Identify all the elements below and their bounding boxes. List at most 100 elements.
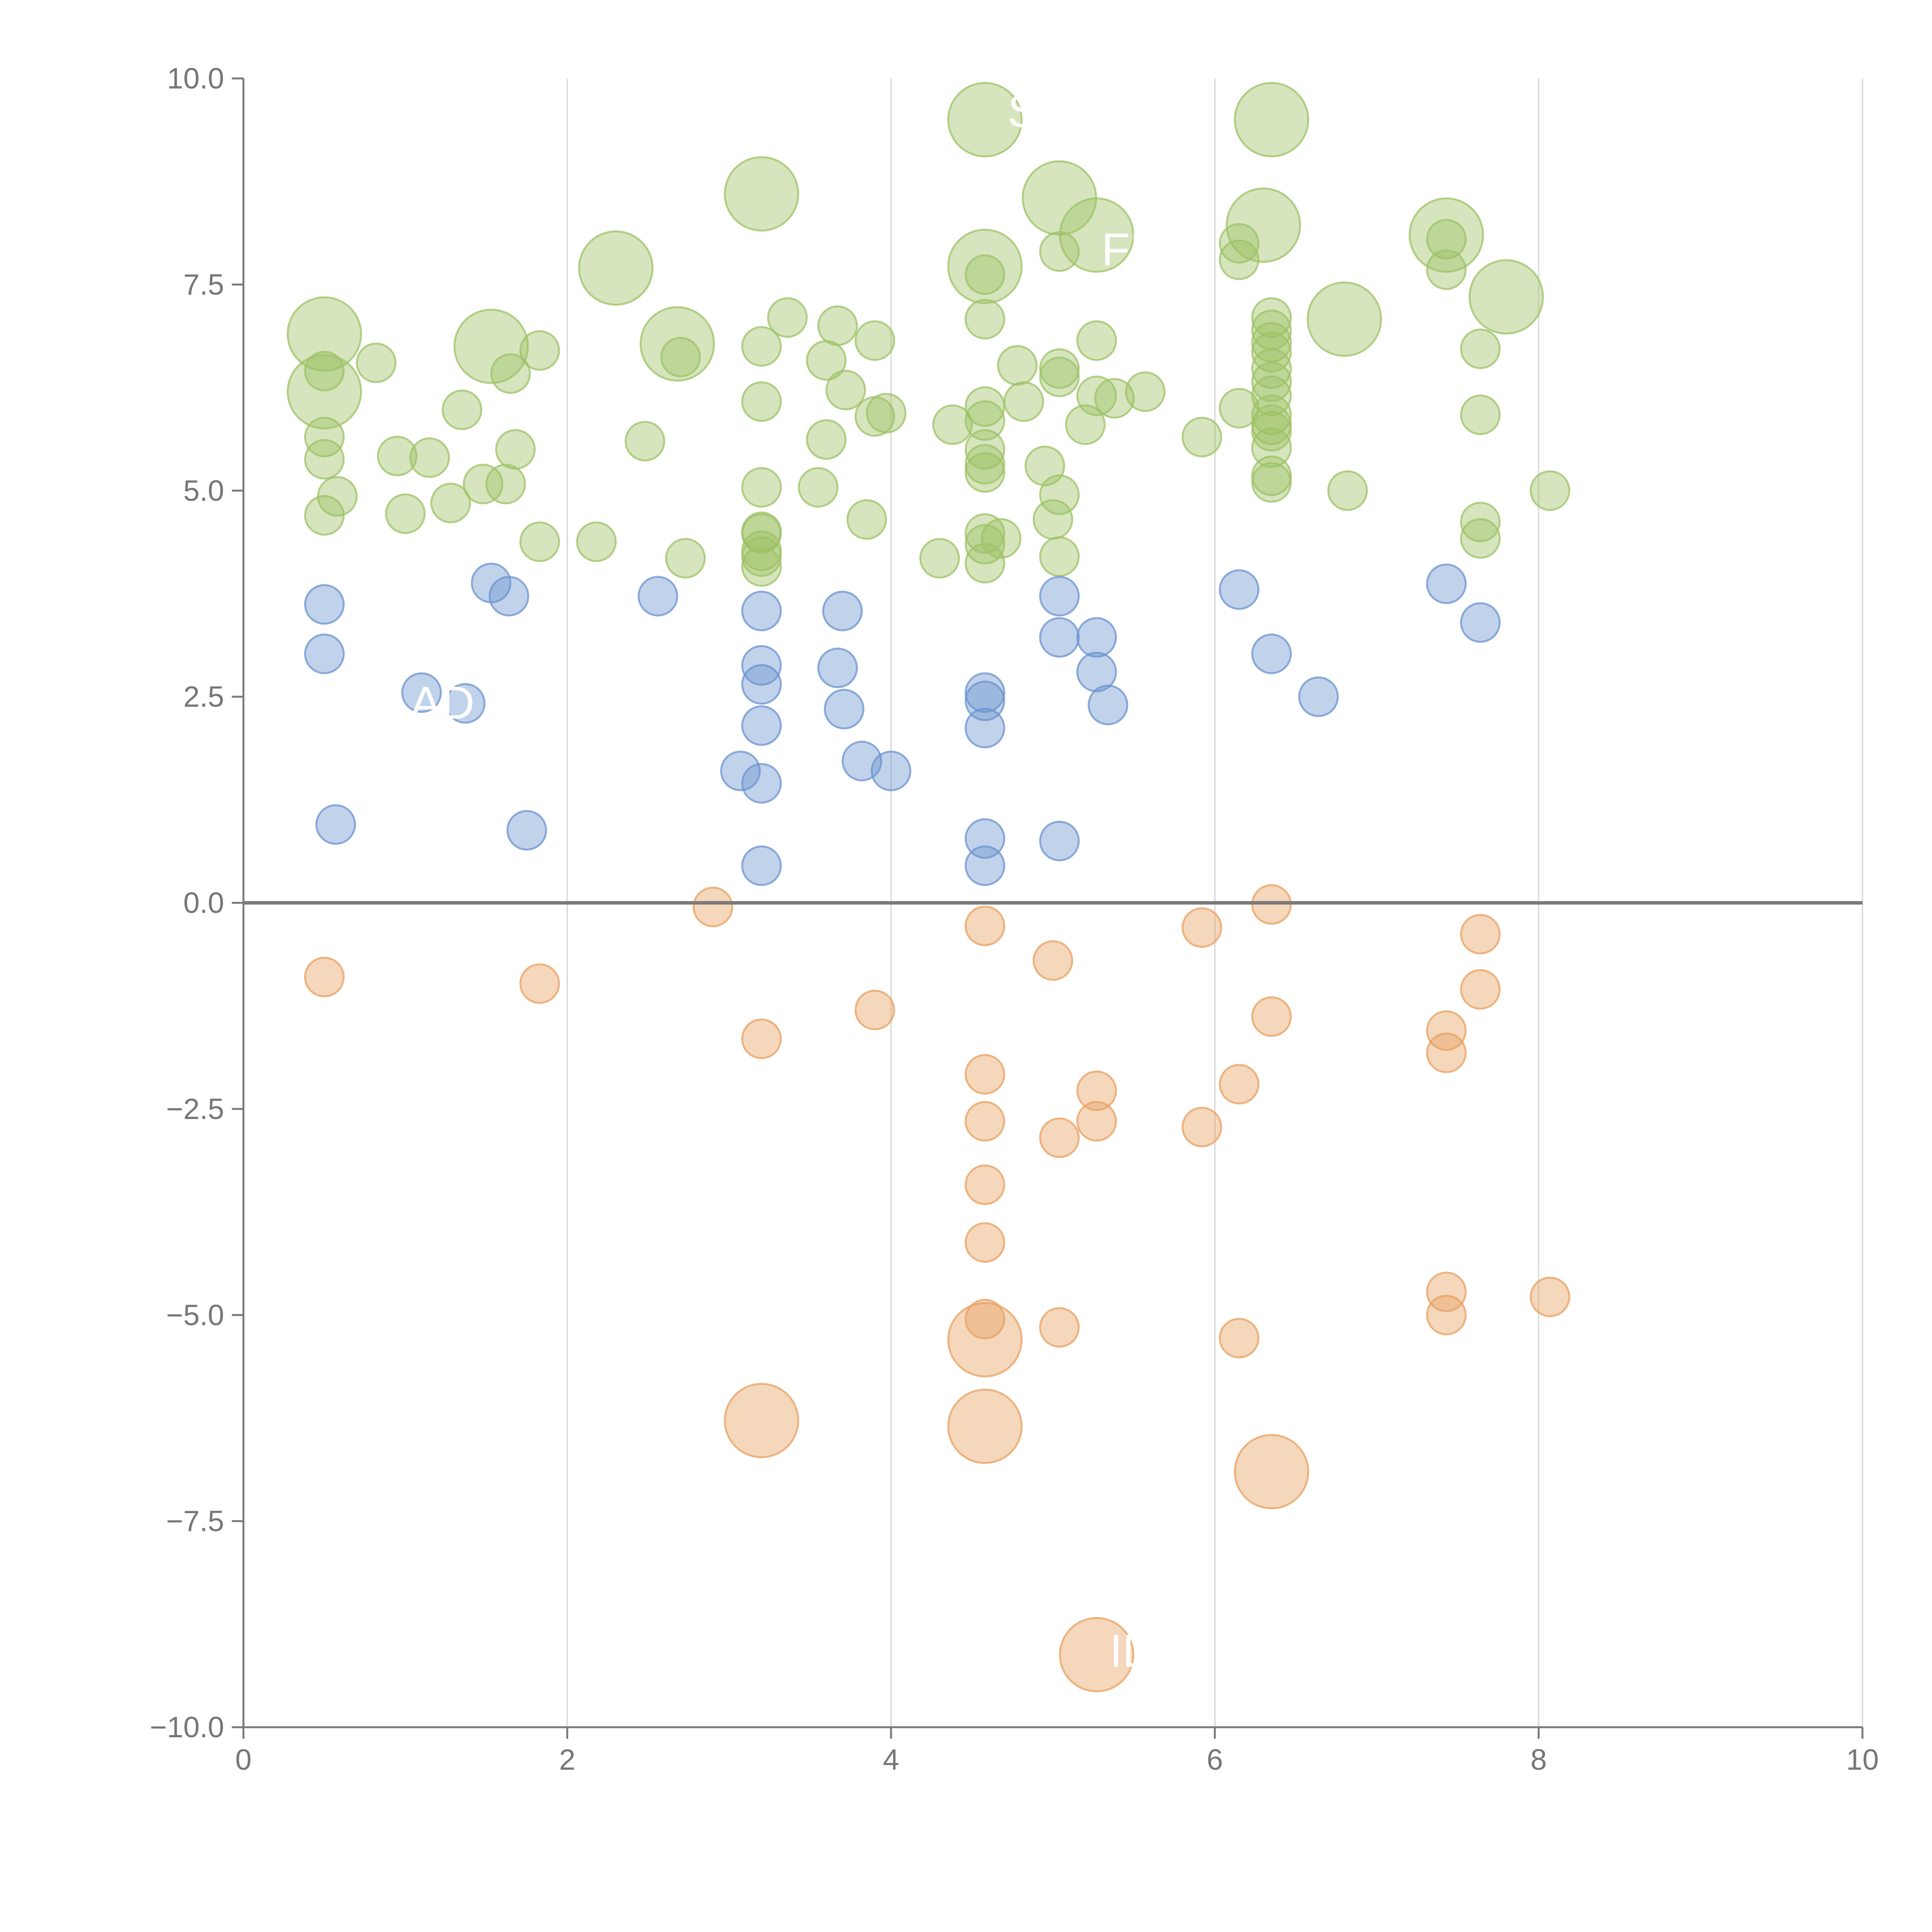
bubble-low: [724, 1383, 799, 1458]
y-tick-label: 10.0: [167, 62, 224, 95]
bubble-high: [741, 326, 782, 367]
bubble-low: [519, 963, 560, 1004]
bubble-high: [997, 345, 1038, 386]
bubble-low: [964, 1222, 1005, 1263]
bubble-low: [1234, 1434, 1310, 1510]
bubble-high: [665, 538, 706, 579]
bubble-mid: [1460, 602, 1501, 643]
bubble-high: [660, 337, 701, 378]
bubble-mid: [964, 845, 1005, 886]
bubble-high: [1529, 470, 1570, 511]
bubble-high: [1460, 518, 1501, 559]
bubble-high: [442, 389, 483, 430]
bubble-high: [724, 156, 799, 232]
bubble-low: [304, 957, 345, 998]
bubble-high: [1181, 417, 1222, 457]
bubble-mid: [506, 810, 547, 851]
bubble-high: [806, 419, 847, 460]
x-tick-label: 0: [235, 1743, 252, 1776]
bubble-mid: [1219, 569, 1260, 610]
bubble-mid: [488, 576, 529, 617]
bubble-high: [1408, 197, 1484, 273]
bubble-high: [485, 464, 526, 505]
bubble-high: [1327, 470, 1368, 511]
bubble-low: [947, 1388, 1023, 1464]
x-tick-label: 8: [1531, 1743, 1547, 1776]
bubble-high: [964, 513, 1005, 554]
bubble-mid: [1039, 617, 1080, 658]
bubble-high: [1306, 281, 1382, 357]
bubble-high: [741, 546, 782, 587]
bubble-high: [964, 254, 1005, 295]
bubble-low: [1426, 1032, 1467, 1073]
bubble-high: [947, 228, 1023, 304]
bubble-mid: [1426, 563, 1467, 604]
bubble-high: [1460, 328, 1501, 369]
bubble-low: [1251, 996, 1292, 1037]
bubble-high: [304, 439, 345, 480]
bubble-high: [1251, 361, 1292, 402]
bubble-high: [576, 521, 617, 562]
bubble-mid: [401, 672, 442, 713]
x-tick-label: 6: [1207, 1743, 1223, 1776]
bubble-high: [1219, 223, 1260, 264]
point-label: S: [1008, 85, 1039, 137]
y-tick-label: −2.5: [166, 1093, 224, 1126]
point-label: FL: [1102, 224, 1156, 276]
bubble-high: [919, 538, 960, 579]
bubble-high: [1426, 249, 1467, 290]
bubble-high: [1468, 259, 1544, 335]
x-tick-label: 2: [559, 1743, 575, 1776]
x-tick-label: 10: [1846, 1743, 1879, 1776]
bubble-high: [519, 521, 560, 562]
bubble-mid: [1076, 651, 1117, 692]
bubble-mid: [1039, 820, 1080, 861]
bubble-mid: [822, 590, 863, 631]
bubble-low: [1059, 1617, 1134, 1692]
bubble-high: [1251, 411, 1292, 452]
bubble-mid: [871, 750, 912, 791]
bubble-high: [741, 381, 782, 422]
bubble-high: [1076, 375, 1117, 416]
bubble-high: [1460, 394, 1501, 435]
bubble-high: [1251, 394, 1292, 435]
bubble-high: [767, 297, 808, 338]
y-tick-label: 5.0: [183, 474, 224, 507]
bubble-mid: [817, 647, 858, 688]
bubble-high: [578, 230, 654, 306]
bubble-high: [377, 435, 418, 476]
bubble-high: [846, 499, 887, 540]
point-label: IL: [1110, 1625, 1148, 1677]
bubble-high: [1234, 82, 1310, 158]
axes: 10.0 7.5 5.0 2.5 0.0 −2.5 −5.0 −7.5 −10.0 0 2 4 6 8 10: [150, 62, 1879, 1776]
bubble-high: [304, 495, 345, 536]
bubble-mid: [964, 707, 1005, 748]
bubble-high: [356, 342, 397, 383]
bubble-high: [964, 543, 1005, 583]
y-tick-label: 2.5: [183, 680, 224, 713]
bubble-low: [1032, 940, 1073, 981]
bubble-low: [1039, 1117, 1080, 1158]
bubble-low: [1460, 969, 1501, 1010]
bubble-high: [495, 429, 536, 470]
bubble-high: [639, 306, 715, 382]
bubble-high: [798, 467, 838, 508]
bubble-high: [981, 518, 1022, 559]
bubble-low: [1426, 1294, 1467, 1335]
bubble-high: [453, 308, 529, 384]
point-labels: S FL AD IL: [410, 85, 1156, 1677]
bubble-high: [519, 330, 560, 371]
bubble-high: [1251, 462, 1292, 503]
bubble-high: [1039, 536, 1080, 577]
bubble-high: [1094, 378, 1135, 419]
bubble-high: [1125, 371, 1166, 412]
bubble-mid: [445, 683, 486, 724]
bubble-low: [1076, 1101, 1117, 1142]
bubble-mid: [823, 689, 864, 730]
bubble-low: [1426, 1010, 1467, 1051]
bubble-high: [741, 536, 782, 577]
bubble-low: [1219, 1064, 1260, 1105]
bubble-high: [1219, 388, 1260, 429]
bubble-high: [1076, 320, 1117, 361]
